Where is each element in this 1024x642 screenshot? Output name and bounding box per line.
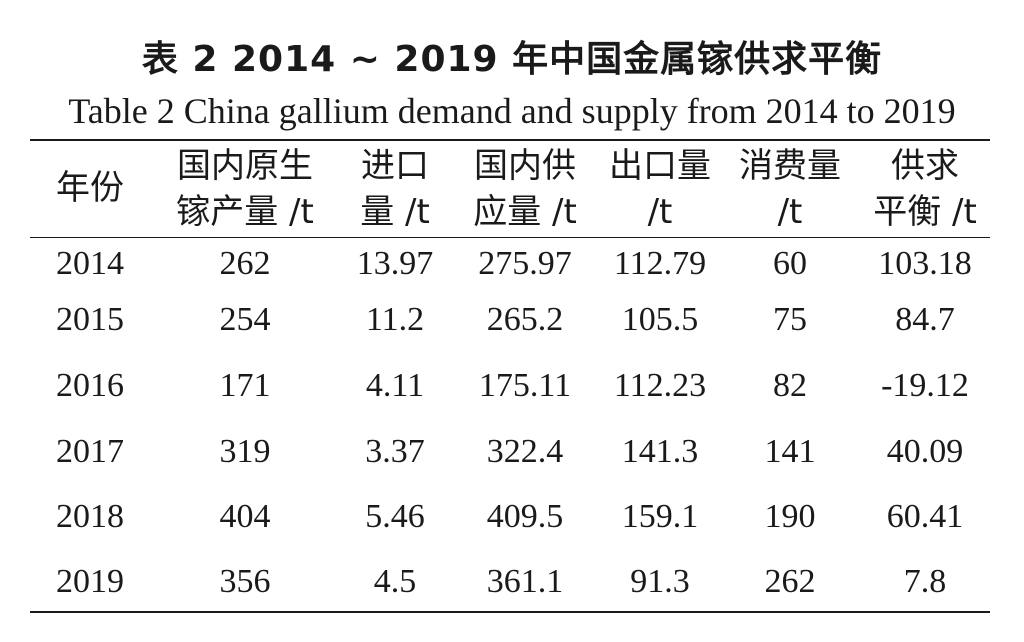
cell-domestic-supply: 361.1 [486, 563, 564, 600]
cell-domestic-supply: 175.11 [478, 367, 572, 404]
cell-balance: 60.41 [886, 498, 964, 535]
cell-year: 2017 [56, 433, 124, 470]
table-title-chinese: 表 2 2014 ~ 2019 年中国金属镓供求平衡 [141, 39, 883, 80]
header-domestic-production-line1: 国内原生 [177, 146, 313, 186]
cell-balance: -19.12 [881, 367, 969, 404]
cell-import: 3.37 [365, 433, 425, 470]
cell-domestic-production: 262 [219, 245, 271, 282]
cell-consumption: 75 [773, 301, 807, 338]
cell-year: 2019 [56, 563, 124, 600]
header-domestic-supply-line2: 应量 /t [473, 192, 577, 232]
cell-domestic-supply: 409.5 [486, 498, 564, 535]
cell-domestic-production: 171 [219, 367, 271, 404]
cell-consumption: 190 [764, 498, 816, 535]
header-export-line2: /t [647, 192, 673, 232]
cell-domestic-production: 254 [219, 301, 271, 338]
table-bottom-rule [30, 611, 990, 613]
cell-balance: 84.7 [895, 301, 955, 338]
cell-import: 13.97 [356, 245, 434, 282]
cell-import: 4.11 [365, 367, 425, 404]
cell-balance: 103.18 [878, 245, 972, 282]
cell-domestic-production: 404 [219, 498, 271, 535]
header-import-line2: 量 /t [360, 192, 430, 232]
cell-import: 4.5 [373, 563, 417, 600]
cell-import: 11.2 [365, 301, 425, 338]
cell-consumption: 82 [773, 367, 807, 404]
cell-balance: 40.09 [886, 433, 964, 470]
cell-export: 141.3 [621, 433, 699, 470]
cell-export: 105.5 [621, 301, 699, 338]
cell-import: 5.46 [365, 498, 425, 535]
cell-year: 2016 [56, 367, 124, 404]
header-export-line1: 出口量 [609, 146, 711, 186]
cell-year: 2014 [56, 245, 124, 282]
cell-export: 112.23 [613, 367, 707, 404]
header-domestic-supply-line1: 国内供 [474, 146, 576, 186]
cell-consumption: 60 [773, 245, 807, 282]
cell-domestic-production: 319 [219, 433, 271, 470]
header-import-line1: 进口 [361, 146, 429, 186]
header-domestic-production-line2: 镓产量 /t [176, 192, 314, 232]
cell-export: 91.3 [630, 563, 690, 600]
cell-balance: 7.8 [903, 563, 947, 600]
cell-domestic-production: 356 [219, 563, 271, 600]
header-balance-line2: 平衡 /t [873, 192, 977, 232]
cell-domestic-supply: 275.97 [478, 245, 572, 282]
header-balance-line1: 供求 [891, 146, 959, 186]
table-title-english: Table 2 China gallium demand and supply … [68, 91, 956, 131]
cell-export: 159.1 [621, 498, 699, 535]
cell-export: 112.79 [613, 245, 707, 282]
cell-domestic-supply: 322.4 [486, 433, 564, 470]
cell-consumption: 262 [764, 563, 816, 600]
cell-year: 2015 [56, 301, 124, 338]
cell-year: 2018 [56, 498, 124, 535]
header-consumption-line1: 消费量 [739, 146, 841, 186]
header-consumption-line2: /t [777, 192, 803, 232]
cell-consumption: 141 [764, 433, 816, 470]
table-top-rule [30, 139, 990, 141]
table-header-rule [30, 237, 990, 238]
cell-domestic-supply: 265.2 [486, 301, 564, 338]
header-year: 年份 [56, 168, 124, 208]
